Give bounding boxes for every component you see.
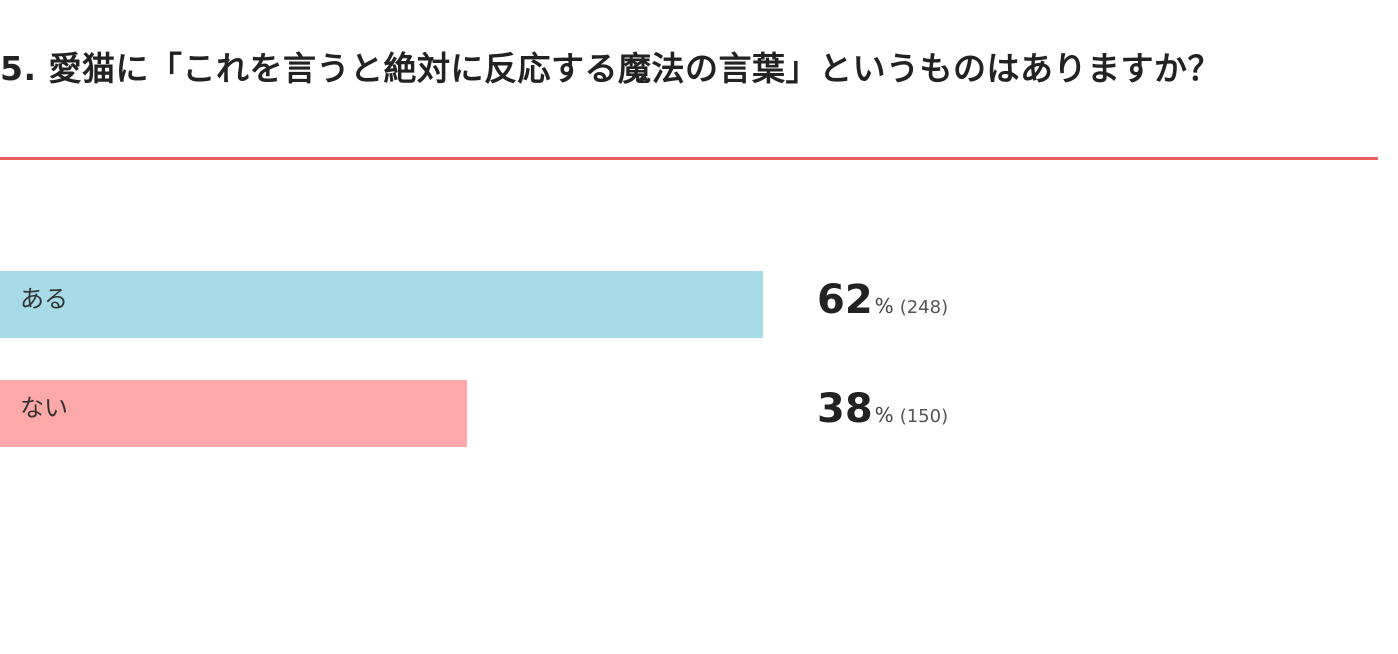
answer-row: ある 62% (248) bbox=[0, 271, 1398, 338]
value-group: 62% (248) bbox=[817, 277, 948, 323]
category-label: ない bbox=[20, 394, 68, 422]
unit-label: % bbox=[874, 403, 894, 427]
count-label: (248) bbox=[899, 297, 949, 318]
value-group: 38% (150) bbox=[817, 386, 948, 432]
category-label: ある bbox=[20, 285, 68, 313]
bar bbox=[0, 271, 763, 338]
title-rule bbox=[0, 157, 1378, 160]
question-title: 5. 愛猫に「これを言うと絶対に反応する魔法の言葉」というものはありますか？ bbox=[0, 49, 1221, 88]
bar bbox=[0, 380, 468, 447]
value-label: 62 bbox=[817, 277, 873, 323]
count-label: (150) bbox=[899, 406, 949, 427]
unit-label: % bbox=[874, 294, 894, 318]
value-label: 38 bbox=[817, 386, 873, 432]
answer-row: ない 38% (150) bbox=[0, 380, 1398, 447]
